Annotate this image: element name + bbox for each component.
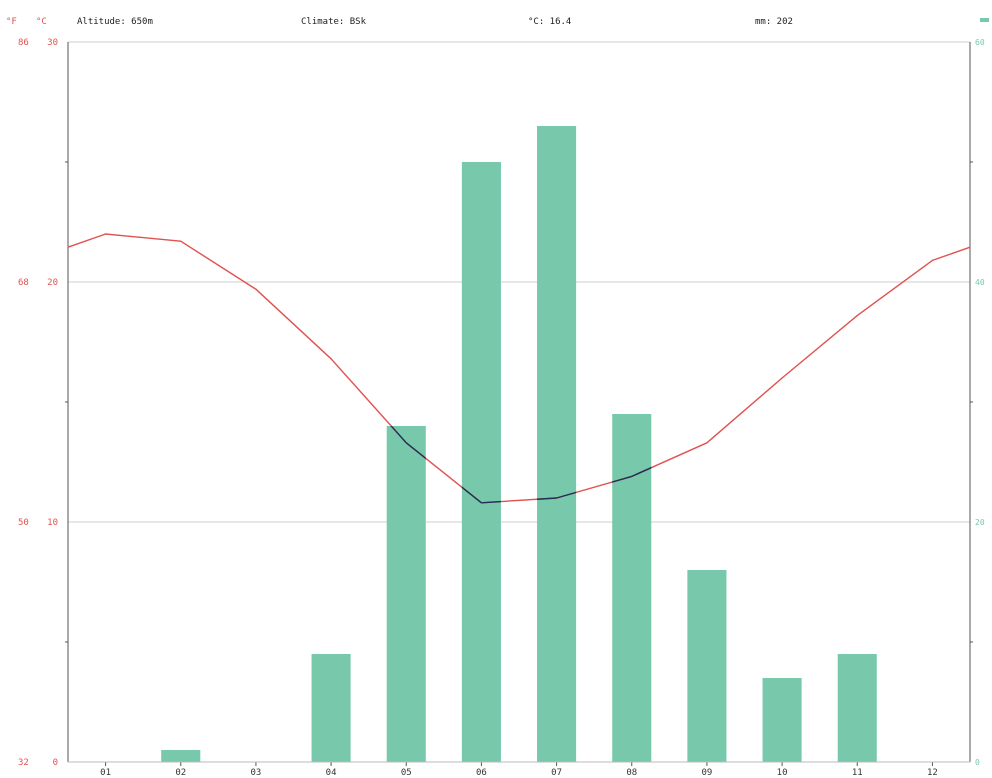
precipitation-tick-label: 0 (975, 758, 980, 767)
precipitation-tick-label: 20 (975, 518, 985, 527)
altitude-label: Altitude: 650m (77, 17, 153, 27)
temperature-segment (856, 259, 934, 317)
x-tick-label-01: 01 (100, 768, 111, 778)
precipitation-bar-04 (311, 654, 351, 762)
temperature-segment (255, 288, 332, 360)
x-tick-label-12: 12 (927, 768, 938, 778)
x-tick-label-07: 07 (551, 768, 562, 778)
temperature-segment (104, 233, 182, 242)
celsius-tick-label: 20 (47, 278, 58, 288)
average-temperature-label: °C: 16.4 (528, 17, 571, 27)
x-axis-labels: 01 02 03 04 05 06 07 08 09 10 11 12 (68, 761, 970, 778)
precipitation-bar-11 (837, 654, 877, 762)
fahrenheit-tick-label: 32 (18, 758, 29, 768)
fahrenheit-tick-label: 50 (18, 518, 29, 528)
x-tick-label-09: 09 (701, 768, 712, 778)
precipitation-bar-02 (161, 750, 201, 762)
precipitation-bar-10 (762, 678, 802, 762)
x-tick-label-11: 11 (852, 768, 863, 778)
fahrenheit-tick-label: 86 (18, 38, 29, 48)
x-tick-label-05: 05 (401, 768, 412, 778)
celsius-tick-label: 0 (53, 758, 58, 768)
temperature-segment (67, 233, 107, 248)
celsius-tick-label: 10 (47, 518, 58, 528)
precipitation-tick-label: 40 (975, 278, 985, 287)
fahrenheit-unit-label: °F (6, 17, 17, 27)
precipitation-legend-swatch (980, 18, 989, 22)
precipitation-bar-06 (461, 162, 501, 762)
precipitation-tick-label: 60 (975, 38, 985, 47)
temperature-line (67, 233, 971, 504)
climate-label: Climate: BSk (301, 17, 367, 27)
precipitation-total-label: mm: 202 (755, 17, 793, 27)
temperature-segment (180, 240, 257, 290)
x-tick-label-06: 06 (476, 768, 487, 778)
fahrenheit-tick-label: 68 (18, 278, 29, 288)
x-tick-label-03: 03 (250, 768, 261, 778)
x-tick-label-08: 08 (626, 768, 637, 778)
celsius-tick-label: 30 (47, 38, 58, 48)
gridlines (68, 41, 970, 763)
precipitation-bar-07 (537, 126, 577, 762)
axes (65, 42, 973, 762)
precipitation-bar-09 (687, 570, 727, 762)
y-axis-labels: 0 10 20 30 32 50 68 86 0 20 40 60 (18, 38, 985, 768)
temperature-segment (781, 314, 858, 379)
temperature-line-over-bars (161, 233, 877, 504)
precipitation-bar-05 (386, 426, 426, 762)
precipitation-bar-08 (612, 414, 652, 762)
x-tick-label-04: 04 (326, 768, 337, 778)
x-tick-label-02: 02 (175, 768, 186, 778)
precipitation-bars (161, 126, 877, 762)
celsius-unit-label: °C (36, 17, 47, 27)
temperature-segment (706, 377, 783, 444)
temperature-segment (931, 246, 971, 262)
x-tick-label-10: 10 (777, 768, 788, 778)
